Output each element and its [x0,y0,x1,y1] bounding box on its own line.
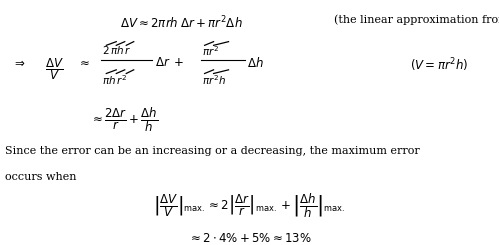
Text: $\approx 2 \cdot 4\% + 5\% \approx 13\%$: $\approx 2 \cdot 4\% + 5\% \approx 13\%$ [188,232,311,245]
Text: occurs when: occurs when [5,172,76,182]
Text: $\pi r^2$: $\pi r^2$ [202,44,219,58]
Text: $\Delta r\; +$: $\Delta r\; +$ [155,56,184,69]
Text: $\pi r^2 h$: $\pi r^2 h$ [202,74,226,87]
Text: $\pi h\,r^2$: $\pi h\,r^2$ [102,74,128,87]
Text: $\dfrac{\Delta V}{V}$: $\dfrac{\Delta V}{V}$ [45,56,64,82]
Text: $\Delta h$: $\Delta h$ [247,56,263,70]
Text: $\left|\dfrac{\Delta V}{V}\right|_{\mathrm{max.}} \approx 2\left|\dfrac{\Delta r: $\left|\dfrac{\Delta V}{V}\right|_{\math… [153,192,346,220]
Text: (the linear approximation from (1)): (the linear approximation from (1)) [334,15,499,25]
Text: $\approx\dfrac{2\Delta r}{r} + \dfrac{\Delta h}{h}$: $\approx\dfrac{2\Delta r}{r} + \dfrac{\D… [90,107,158,134]
Text: $\Delta V \approx 2\pi r h\;\Delta r + \pi r^2\Delta h$: $\Delta V \approx 2\pi r h\;\Delta r + \… [120,15,243,31]
Text: $\Rightarrow$: $\Rightarrow$ [12,56,26,69]
Text: $2\,\pi h\,r$: $2\,\pi h\,r$ [102,44,132,56]
Text: $(V = \pi r^2 h)$: $(V = \pi r^2 h)$ [410,56,468,74]
Text: Since the error can be an increasing or a decreasing, the maximum error: Since the error can be an increasing or … [5,146,420,156]
Text: $\approx$: $\approx$ [77,56,90,69]
